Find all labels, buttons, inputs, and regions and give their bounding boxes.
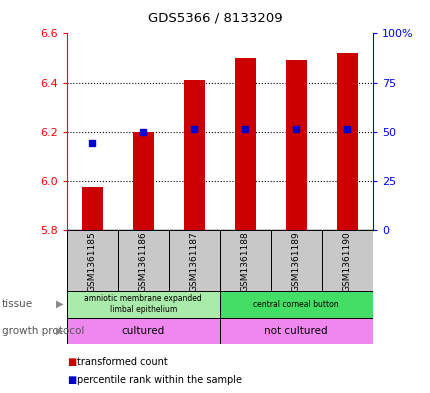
- Bar: [169, 230, 219, 291]
- Bar: [336, 53, 356, 230]
- Bar: [184, 80, 204, 230]
- Text: GSM1361188: GSM1361188: [240, 232, 249, 292]
- Bar: [67, 291, 219, 318]
- Text: central corneal button: central corneal button: [253, 300, 338, 309]
- Bar: [219, 230, 270, 291]
- Text: GSM1361185: GSM1361185: [88, 232, 97, 292]
- Bar: [82, 187, 102, 230]
- Text: not cultured: not cultured: [264, 326, 327, 336]
- Text: cultured: cultured: [121, 326, 165, 336]
- Bar: [234, 58, 255, 230]
- Text: transformed count: transformed count: [77, 357, 167, 367]
- Bar: [67, 230, 117, 291]
- Bar: [219, 318, 372, 344]
- Bar: [219, 291, 372, 318]
- Bar: [270, 230, 321, 291]
- Text: GSM1361187: GSM1361187: [189, 232, 198, 292]
- Text: GSM1361190: GSM1361190: [342, 232, 351, 292]
- Text: percentile rank within the sample: percentile rank within the sample: [77, 375, 241, 385]
- Bar: [133, 132, 153, 230]
- Bar: [117, 230, 169, 291]
- Text: GSM1361186: GSM1361186: [138, 232, 147, 292]
- Bar: [67, 318, 219, 344]
- Text: ▶: ▶: [55, 299, 63, 309]
- Text: amniotic membrane expanded
limbal epithelium: amniotic membrane expanded limbal epithe…: [84, 294, 202, 314]
- Text: GDS5366 / 8133209: GDS5366 / 8133209: [148, 12, 282, 25]
- Text: growth protocol: growth protocol: [2, 326, 84, 336]
- Text: tissue: tissue: [2, 299, 33, 309]
- Bar: [321, 230, 372, 291]
- Text: GSM1361189: GSM1361189: [291, 232, 300, 292]
- Bar: [286, 61, 306, 230]
- Text: ▶: ▶: [55, 326, 63, 336]
- Text: ■: ■: [67, 375, 76, 385]
- Text: ■: ■: [67, 357, 76, 367]
